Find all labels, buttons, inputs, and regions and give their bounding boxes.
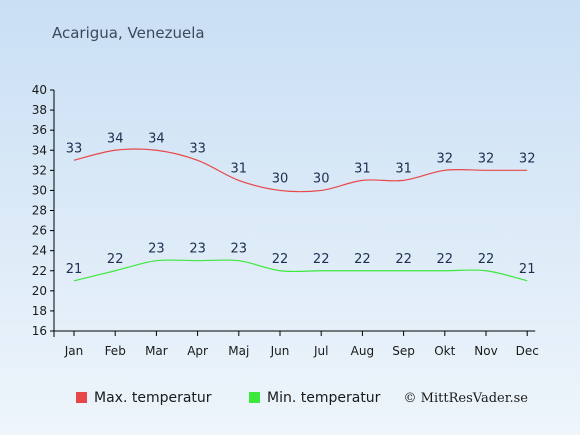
y-tick-label: 20 [32, 284, 47, 298]
x-tick-label: Feb [105, 344, 126, 358]
x-tick-label: Jul [313, 344, 328, 358]
y-tick-label: 30 [32, 183, 47, 197]
max-temperature-label: 32 [478, 151, 495, 166]
x-tick-label: Aug [351, 344, 374, 358]
max-temperature-label: 31 [395, 161, 412, 176]
y-tick-label: 38 [32, 103, 47, 117]
min-temperature-label: 22 [437, 252, 454, 267]
y-tick-label: 16 [32, 324, 47, 338]
min-temperature-line [73, 259, 528, 282]
max-temperature-label: 34 [107, 131, 124, 146]
y-tick-label: 24 [32, 244, 47, 258]
min-temperature-label: 22 [107, 252, 124, 267]
min-temperature-label: 21 [519, 262, 536, 277]
legend: Max. temperatur Min. temperatur [76, 390, 381, 406]
y-tick-label: 18 [32, 304, 47, 318]
series-lines [73, 148, 528, 282]
min-temperature-label: 23 [189, 242, 206, 257]
credit-text: © MittResVader.se [404, 391, 529, 406]
legend-min-label: Min. temperatur [267, 390, 381, 406]
y-tick-label: 36 [32, 123, 47, 137]
max-temperature-label: 34 [148, 131, 165, 146]
y-tick-label: 40 [32, 83, 47, 97]
max-temperature-label: 32 [519, 151, 536, 166]
x-tick-label: Jun [270, 344, 290, 358]
min-temperature-label: 21 [66, 262, 83, 277]
axes: 16 18 20 22 24 26 28 30 32 34 36 38 40 Jan Feb Mar Apr Ma… [32, 83, 539, 358]
x-tick-label: Okt [434, 344, 455, 358]
min-temperature-label: 22 [478, 252, 495, 267]
x-tick-label: Nov [474, 344, 497, 358]
y-tick-label: 32 [32, 163, 47, 177]
min-temperature-label: 22 [272, 252, 289, 267]
max-temperature-label: 31 [354, 161, 371, 176]
max-temperature-label: 33 [66, 141, 83, 156]
y-tick-label: 34 [32, 143, 47, 157]
min-temperature-label: 23 [148, 242, 165, 257]
x-tick-label: Sep [392, 344, 415, 358]
chart-title: Acarigua, Venezuela [52, 24, 205, 42]
max-temperature-line [73, 148, 528, 193]
y-tick-label: 22 [32, 264, 47, 278]
legend-min-swatch [249, 392, 260, 403]
min-temperature-label: 22 [354, 252, 371, 267]
x-tick-label: Mar [145, 344, 168, 358]
x-tick-label: Jan [64, 344, 84, 358]
legend-max-swatch [76, 392, 87, 403]
x-tick-label: Apr [187, 344, 208, 358]
data-labels: 33 34 34 33 31 30 30 31 31 32 32 32 21 22 23 23 23 22 22 22… [66, 131, 536, 277]
max-temperature-label: 30 [272, 171, 289, 186]
min-temperature-label: 22 [313, 252, 330, 267]
legend-max-label: Max. temperatur [94, 390, 212, 406]
y-tick-label: 26 [32, 224, 47, 238]
max-temperature-label: 32 [437, 151, 454, 166]
min-temperature-label: 23 [231, 242, 248, 257]
x-tick-label: Dec [516, 344, 539, 358]
max-temperature-label: 33 [189, 141, 206, 156]
max-temperature-label: 31 [231, 161, 248, 176]
x-tick-label: Maj [228, 344, 249, 358]
max-temperature-label: 30 [313, 171, 330, 186]
min-temperature-label: 22 [395, 252, 412, 267]
y-tick-label: 28 [32, 204, 47, 218]
